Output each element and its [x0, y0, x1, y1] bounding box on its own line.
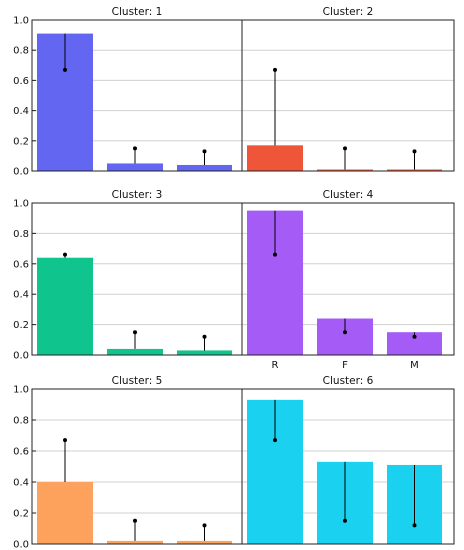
error-dot: [202, 523, 207, 528]
y-tick-label: 0.2: [13, 509, 29, 520]
error-dot: [63, 67, 67, 72]
x-tick-label: R: [272, 360, 279, 371]
y-tick-label: 0.4: [13, 290, 29, 301]
panel-cluster-1: Cluster: 1 0.0 0.2 0.4 0.6 0.8 1.0: [13, 6, 243, 178]
bar: [387, 332, 442, 355]
error-dot: [202, 334, 207, 339]
bar: [107, 540, 163, 544]
bar: [247, 145, 303, 171]
y-tick-label: 0.8: [13, 229, 29, 240]
error-dot: [273, 438, 277, 443]
bar: [107, 348, 163, 355]
error-dot: [343, 518, 347, 523]
y-tick-label: 0.4: [13, 106, 29, 117]
y-tick-label: 0.8: [13, 416, 29, 427]
error-dot: [202, 149, 207, 154]
bar: [177, 350, 232, 355]
error-dot: [63, 438, 67, 443]
panel-title: Cluster: 3: [112, 189, 163, 201]
error-dot: [343, 330, 347, 335]
error-dot: [412, 523, 417, 528]
error-dot: [133, 146, 137, 151]
error-dot: [63, 252, 67, 257]
y-tick-label: 0.6: [13, 447, 29, 458]
y-tick-label: 1.0: [13, 385, 29, 396]
y-tick-label: 1.0: [13, 16, 29, 27]
bar: [387, 169, 442, 171]
y-tick-label: 1.0: [13, 199, 29, 210]
bar: [37, 257, 93, 355]
panel-title: Cluster: 1: [112, 6, 163, 18]
panel-frame: [241, 19, 455, 172]
y-tick-label: 0.0: [13, 540, 29, 550]
panel-cluster-2: Cluster: 2: [241, 6, 455, 172]
x-tick-label: F: [342, 360, 348, 371]
bar: [317, 169, 373, 171]
y-tick-label: 0.4: [13, 478, 29, 489]
y-tick-label: 0.6: [13, 76, 29, 87]
bar: [177, 540, 232, 544]
bar: [177, 164, 232, 171]
bar: [37, 482, 93, 544]
y-tick-label: 0.0: [13, 351, 29, 362]
panel-title: Cluster: 5: [112, 375, 163, 387]
y-tick-label: 0.2: [13, 320, 29, 331]
panel-cluster-3: Cluster: 3 0.0 0.2 0.4 0.6 0.8 1.0: [13, 189, 243, 362]
y-tick-label: 0.0: [13, 167, 29, 178]
bar: [107, 163, 163, 171]
panel-cluster-6: Cluster: 6: [241, 375, 455, 545]
panel-frame: [241, 388, 455, 545]
error-dot: [412, 149, 417, 154]
panel-title: Cluster: 4: [323, 189, 374, 201]
error-dot: [343, 146, 347, 151]
error-dot: [273, 67, 277, 72]
panel-cluster-5: Cluster: 5 0.0 0.2 0.4 0.6 0.8 1.0: [13, 375, 243, 550]
y-tick-label: 0.8: [13, 46, 29, 57]
panel-cluster-4: Cluster: 4 R F M: [241, 189, 455, 371]
error-dot: [133, 518, 137, 523]
panel-frame: [241, 202, 455, 356]
error-dot: [273, 252, 277, 257]
panel-title: Cluster: 2: [323, 6, 374, 18]
x-tick-label: M: [410, 360, 419, 371]
y-tick-label: 0.6: [13, 259, 29, 270]
y-tick-label: 0.2: [13, 136, 29, 147]
error-dot: [412, 334, 417, 339]
panel-title: Cluster: 6: [323, 375, 374, 387]
error-dot: [133, 330, 137, 335]
